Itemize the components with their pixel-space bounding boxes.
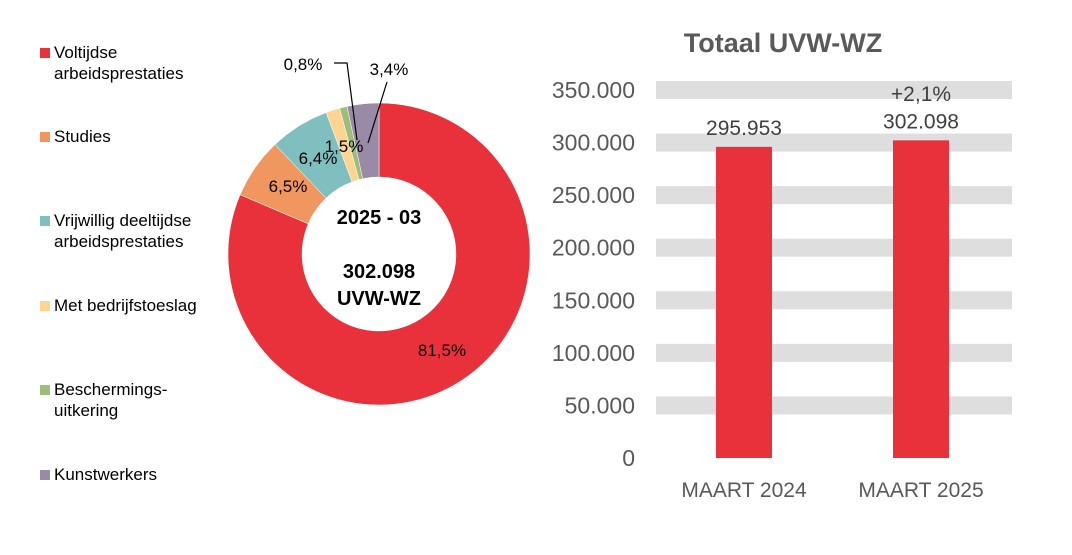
y-tick-label: 100.000 xyxy=(552,340,635,366)
y-tick-label: 250.000 xyxy=(552,182,635,208)
bar xyxy=(893,140,949,458)
center-period: 2025 - 03 xyxy=(337,207,422,229)
donut-chart: 81,5% 6,5% 6,4%1,5% 0,8% 3,4% 2025 - 03 302.09… xyxy=(227,55,531,406)
y-tick-label: 300.000 xyxy=(552,130,635,156)
legend-swatch xyxy=(40,132,50,142)
legend-label: Voltijdse xyxy=(54,43,118,62)
grid-band xyxy=(656,396,1012,415)
leader-line xyxy=(334,62,358,141)
x-tick-label: MAART 2025 xyxy=(858,479,983,502)
center-unit: UVW-WZ xyxy=(337,288,421,310)
x-tick-label: MAART 2024 xyxy=(681,479,807,502)
legend-label: Vrijwillig deeltijdse xyxy=(54,211,192,230)
legend-label: Met bedrijfstoeslag xyxy=(54,296,197,315)
legend-item: Beschermings-uitkering xyxy=(40,379,240,421)
bar xyxy=(716,146,772,459)
y-tick-label: 0 xyxy=(622,445,635,471)
legend-item: Vrijwillig deeltijdse arbeidsprestaties xyxy=(40,210,240,252)
legend-swatch xyxy=(40,48,50,58)
legend-label: arbeidsprestaties xyxy=(54,64,184,83)
legend-item: Voltijdse arbeidsprestaties xyxy=(40,42,240,84)
slice-label: 0,8% xyxy=(284,55,323,74)
legend-item: Kunstwerkers xyxy=(40,464,240,485)
grid-band xyxy=(656,186,1012,205)
grid-band xyxy=(656,81,1012,99)
slice-label: 1,5% xyxy=(325,137,364,156)
center-total: 302.098 xyxy=(343,261,415,283)
donut-slice xyxy=(227,102,531,406)
legend-label: Studies xyxy=(54,127,111,146)
y-tick-label: 150.000 xyxy=(552,287,635,313)
slice-label: 3,4% xyxy=(370,60,409,79)
change-annotation: +2,1% xyxy=(891,83,951,106)
y-tick-label: 200.000 xyxy=(552,235,635,261)
legend-label: arbeidsprestaties xyxy=(54,232,184,251)
grid-band xyxy=(656,238,1012,257)
grid-band xyxy=(656,343,1012,362)
legend-swatch xyxy=(40,385,50,395)
legend-swatch xyxy=(40,470,50,480)
slice-label: 81,5% xyxy=(418,341,466,360)
legend-swatch xyxy=(40,301,50,311)
legend-label: uitkering xyxy=(54,401,119,420)
bar-value-label: 295.953 xyxy=(706,117,782,140)
y-tick-label: 50.000 xyxy=(565,392,635,418)
bar-value-label: 302.098 xyxy=(883,110,959,133)
slice-label: 6,4% xyxy=(299,149,338,168)
leader-line xyxy=(367,81,388,144)
bar-chart: Totaal UVW-WZ 0 50.000 100.000 150.000 200.00… xyxy=(552,28,1012,502)
y-tick-label: 350.000 xyxy=(552,77,635,103)
legend-item: Studies xyxy=(40,126,240,147)
legend-item: Met bedrijfstoeslag xyxy=(40,295,240,316)
legend-swatch xyxy=(40,216,50,226)
legend-label: Kunstwerkers xyxy=(54,465,157,484)
bar-chart-title: Totaal UVW-WZ xyxy=(684,28,882,58)
slice-label: 6,5% xyxy=(269,177,308,196)
legend-label: Beschermings- xyxy=(54,380,168,399)
grid-band xyxy=(656,291,1012,310)
